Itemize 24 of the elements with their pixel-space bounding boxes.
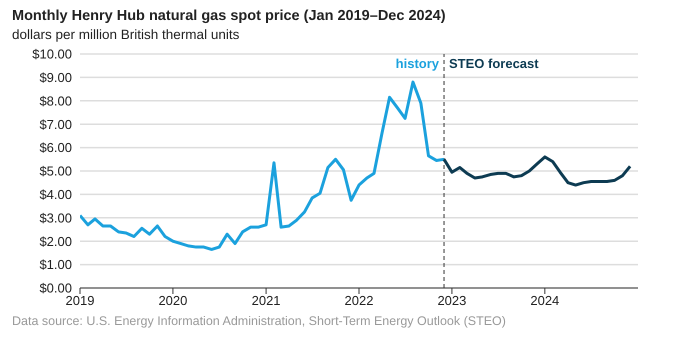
line-series — [80, 80, 446, 251]
y-tick-label: $8.00 — [39, 93, 72, 108]
x-tick-label: 2023 — [437, 293, 466, 308]
y-tick-label: $1.00 — [39, 257, 72, 272]
y-tick-label: $4.00 — [39, 187, 72, 202]
x-tick-label: 2024 — [530, 293, 560, 308]
chart-subtitle: dollars per million British thermal units — [12, 27, 240, 42]
line-series — [442, 155, 632, 187]
y-tick-label: $7.00 — [39, 116, 72, 132]
y-tick-label: $6.00 — [39, 140, 72, 156]
x-tick-label: 2019 — [66, 293, 94, 308]
y-tick-label: $0.00 — [39, 280, 72, 296]
x-tick-label: 2020 — [158, 293, 188, 308]
x-tick-label: 2022 — [344, 293, 374, 308]
chart-title: Monthly Henry Hub natural gas spot price (Jan 2019–Dec 2024) — [12, 8, 446, 24]
text: STEO forecast — [449, 56, 540, 71]
y-tick-label: $5.00 — [39, 164, 72, 179]
source-note: Data source: U.S. Energy Information Administration, Short-Term Energy Outlook (STEO) — [12, 314, 506, 328]
y-tick-label: $9.00 — [39, 70, 72, 86]
x-tick-label: 2021 — [252, 293, 281, 308]
y-tick-label: $2.00 — [39, 234, 72, 249]
y-tick-label: $3.00 — [39, 210, 72, 226]
series-label: history — [396, 56, 440, 71]
y-tick-label: $10.00 — [32, 46, 72, 62]
